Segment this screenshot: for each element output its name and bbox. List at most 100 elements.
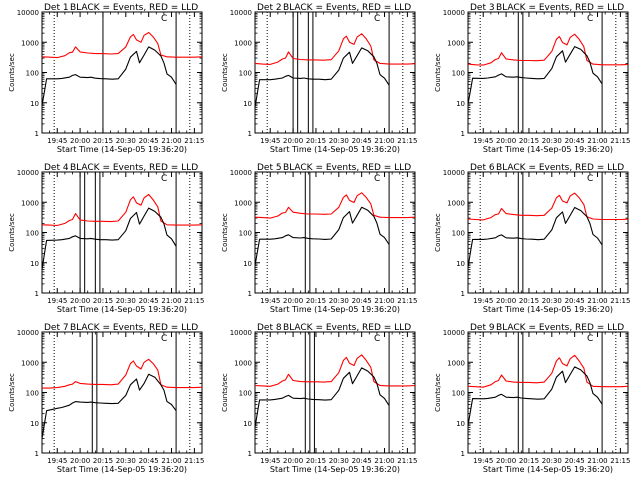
y-axis-label: Counts/sec: [434, 53, 442, 92]
panel-title: Det 5: [257, 163, 282, 173]
y-axis-label: Counts/sec: [221, 373, 229, 412]
series-line-lld: [467, 192, 629, 221]
x-tick-label: 20:15: [306, 137, 326, 145]
x-tick-label: 21:15: [610, 457, 630, 465]
x-tick-label: 21:00: [587, 297, 607, 305]
series-line-lld: [467, 33, 629, 66]
y-axis-label: Counts/sec: [434, 213, 442, 252]
y-axis-label: Counts/sec: [221, 213, 229, 252]
y-tick-label: 10000: [17, 329, 39, 337]
y-tick-label: 10000: [230, 169, 252, 177]
y-tick-label: 1: [248, 130, 252, 138]
x-tick-label: 21:00: [374, 457, 394, 465]
x-tick-label: 20:15: [519, 137, 539, 145]
plot-frame: [254, 11, 416, 134]
x-tick-label: 21:15: [397, 297, 417, 305]
x-tick-label: 19:45: [47, 457, 67, 465]
x-tick-label: 21:00: [587, 457, 607, 465]
x-tick-label: 21:00: [587, 137, 607, 145]
plot-frame: [254, 331, 416, 454]
panel-title: Det 2: [257, 3, 282, 13]
y-tick-label: 10000: [17, 169, 39, 177]
x-axis-label: Start Time (14-Sep-05 19:36:20): [57, 465, 187, 474]
x-tick-label: 20:00: [70, 457, 90, 465]
x-tick-label: 19:45: [260, 457, 280, 465]
series-line-events: [254, 206, 390, 266]
y-tick-label: 100: [452, 230, 465, 238]
series-line-lld: [254, 33, 416, 65]
x-tick-label: 20:30: [116, 297, 136, 305]
panel-legend: BLACK = Events, RED = LLD: [283, 323, 411, 333]
series-line-lld: [467, 354, 629, 388]
y-tick-label: 10: [456, 420, 465, 428]
y-tick-label: 1000: [21, 359, 39, 367]
y-tick-label: 100: [452, 70, 465, 78]
x-tick-label: 19:45: [47, 137, 67, 145]
series-line-lld: [42, 358, 203, 389]
y-tick-label: 1000: [234, 199, 252, 207]
x-tick-label: 21:00: [161, 457, 181, 465]
x-tick-label: 20:15: [306, 297, 326, 305]
x-tick-label: 20:00: [496, 137, 516, 145]
y-tick-label: 100: [239, 70, 252, 78]
panel-corner-mark: C: [587, 334, 593, 344]
x-axis-label: Start Time (14-Sep-05 19:36:20): [483, 305, 613, 314]
panel-legend: BLACK = Events, RED = LLD: [70, 163, 198, 173]
y-tick-label: 1: [35, 290, 39, 298]
x-tick-label: 20:30: [329, 297, 349, 305]
y-tick-label: 10000: [230, 9, 252, 17]
x-axis-label: Start Time (14-Sep-05 19:36:20): [57, 145, 187, 154]
series-line-lld: [41, 31, 203, 59]
y-tick-label: 1: [461, 450, 465, 458]
series-line-lld: [254, 192, 416, 219]
y-tick-label: 10000: [17, 9, 39, 17]
x-tick-label: 19:45: [473, 297, 493, 305]
x-tick-label: 20:15: [306, 457, 326, 465]
panel-corner-mark: C: [587, 174, 593, 184]
x-tick-label: 21:15: [397, 457, 417, 465]
x-axis-label: Start Time (14-Sep-05 19:36:20): [270, 305, 400, 314]
x-tick-label: 21:15: [610, 297, 630, 305]
x-tick-label: 19:45: [473, 137, 493, 145]
x-tick-label: 20:30: [329, 137, 349, 145]
y-tick-label: 10000: [230, 329, 252, 337]
panel-legend: BLACK = Events, RED = LLD: [283, 3, 411, 13]
series-line-lld: [41, 193, 203, 227]
series-line-events: [254, 367, 390, 428]
series-line-events: [467, 46, 603, 105]
series-line-events: [41, 46, 177, 106]
panel-legend: BLACK = Events, RED = LLD: [496, 163, 624, 173]
y-tick-label: 10: [30, 420, 39, 428]
plot-frame: [467, 331, 629, 454]
panel-legend: BLACK = Events, RED = LLD: [70, 323, 198, 333]
x-axis-label: Start Time (14-Sep-05 19:36:20): [57, 305, 187, 314]
plot-frame: [254, 171, 416, 294]
y-tick-label: 100: [26, 230, 39, 238]
x-axis-label: Start Time (14-Sep-05 19:36:20): [483, 145, 613, 154]
y-tick-label: 10: [456, 260, 465, 268]
plot-frame: [467, 11, 629, 134]
series-line-lld: [254, 354, 416, 387]
y-tick-label: 1: [461, 290, 465, 298]
series-line-events: [41, 207, 177, 270]
y-tick-label: 1000: [234, 39, 252, 47]
x-tick-label: 20:15: [519, 457, 539, 465]
y-tick-label: 10: [456, 100, 465, 108]
panel-corner-mark: C: [374, 174, 380, 184]
x-tick-label: 19:45: [47, 297, 67, 305]
x-tick-label: 20:45: [352, 297, 372, 305]
x-tick-label: 20:45: [352, 137, 372, 145]
x-tick-label: 19:45: [260, 137, 280, 145]
y-tick-label: 10: [243, 420, 252, 428]
panel-corner-mark: C: [161, 334, 167, 344]
x-axis-label: Start Time (14-Sep-05 19:36:20): [270, 465, 400, 474]
panel-legend: BLACK = Events, RED = LLD: [283, 163, 411, 173]
y-tick-label: 1: [35, 450, 39, 458]
y-tick-label: 1: [248, 290, 252, 298]
x-tick-label: 21:15: [184, 457, 204, 465]
y-tick-label: 1000: [21, 39, 39, 47]
